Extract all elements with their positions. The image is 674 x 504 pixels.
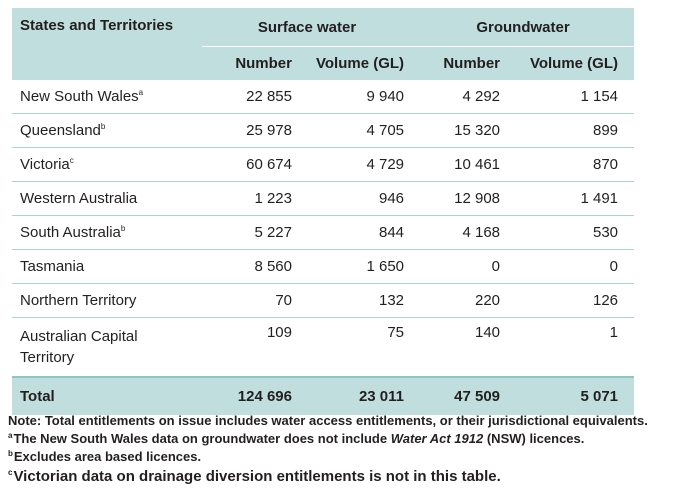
table-notes: Note: Total entitlements on issue includ… — [8, 412, 668, 486]
sw-number: 60 674 — [202, 147, 308, 182]
footnote-mark: b — [120, 224, 126, 233]
act-title: Water Act 1912 — [390, 431, 484, 446]
sw-volume: 1 650 — [308, 249, 421, 284]
table-row: Northern Territory 70 132 220 126 — [12, 283, 635, 318]
gw-volume: 1 154 — [516, 80, 635, 114]
table-row: Western Australia 1 223 946 12 908 1 491 — [12, 181, 635, 216]
state-name: Northern Territory — [12, 283, 202, 318]
footnote-mark: b — [100, 122, 106, 131]
entitlements-table: States and Territories Surface water Gro… — [12, 8, 635, 415]
gw-number: 4 168 — [420, 215, 517, 250]
total-sw-volume: 23 011 — [308, 376, 421, 415]
table-row: Australian Capital Territory 109 75 140 … — [12, 317, 635, 378]
gw-number: 10 461 — [420, 147, 517, 182]
total-label: Total — [12, 376, 202, 415]
header-row-columns: Number Volume (GL) Number Volume (GL) — [12, 46, 635, 80]
table-row: Tasmania 8 560 1 650 0 0 — [12, 249, 635, 284]
gw-volume: 899 — [516, 113, 635, 148]
sw-volume: 844 — [308, 215, 421, 250]
total-gw-number: 47 509 — [420, 376, 517, 415]
sw-number: 109 — [202, 317, 308, 378]
header-groundwater: Groundwater — [420, 8, 635, 47]
sw-number: 22 855 — [202, 80, 308, 114]
state-name: New South Walesa — [12, 80, 202, 114]
header-sw-number: Number — [202, 46, 308, 80]
gw-number: 0 — [420, 249, 517, 284]
total-row: Total 124 696 23 011 47 509 5 071 — [12, 376, 635, 415]
state-name: Western Australia — [12, 181, 202, 216]
state-name: Victoriac — [12, 147, 202, 182]
total-sw-number: 124 696 — [202, 376, 308, 415]
sw-number: 5 227 — [202, 215, 308, 250]
header-sw-volume: Volume (GL) — [308, 46, 421, 80]
total-gw-volume: 5 071 — [516, 376, 635, 415]
header-states: States and Territories — [12, 8, 202, 80]
table-row: New South Walesa 22 855 9 940 4 292 1 15… — [12, 80, 635, 114]
header-row-groups: States and Territories Surface water Gro… — [12, 8, 635, 80]
table-row: Victoriac 60 674 4 729 10 461 870 — [12, 147, 635, 182]
footnote-b: bExcludes area based licences. — [8, 448, 202, 464]
sw-volume: 75 — [308, 317, 421, 378]
footnote-b-mark: b — [8, 448, 13, 458]
footnote-mark: a — [138, 88, 144, 97]
footnote-c: cVictorian data on drainage diversion en… — [8, 468, 501, 485]
entitlements-table-wrapper: States and Territories Surface water Gro… — [12, 8, 635, 415]
header-gw-volume: Volume (GL) — [516, 46, 635, 80]
state-name: Australian Capital Territory — [12, 317, 202, 378]
footnote-mark: c — [69, 156, 74, 165]
gw-number: 12 908 — [420, 181, 517, 216]
gw-volume: 870 — [516, 147, 635, 182]
sw-volume: 4 729 — [308, 147, 421, 182]
gw-volume: 1 491 — [516, 181, 635, 216]
sw-number: 1 223 — [202, 181, 308, 216]
state-name: Queenslandb — [12, 113, 202, 148]
table-row: South Australiab 5 227 844 4 168 530 — [12, 215, 635, 250]
sw-volume: 9 940 — [308, 80, 421, 114]
gw-number: 220 — [420, 283, 517, 318]
state-name: South Australiab — [12, 215, 202, 250]
header-gw-number: Number — [420, 46, 517, 80]
gw-volume: 1 — [516, 317, 635, 378]
gw-volume: 126 — [516, 283, 635, 318]
gw-number: 140 — [420, 317, 517, 378]
state-name: Tasmania — [12, 249, 202, 284]
table-row: Queenslandb 25 978 4 705 15 320 899 — [12, 113, 635, 148]
footnote-a-mark: a — [8, 430, 13, 440]
note-main: Note: Total entitlements on issue includ… — [8, 413, 648, 428]
sw-volume: 4 705 — [308, 113, 421, 148]
footnote-c-mark: c — [8, 468, 13, 477]
sw-volume: 132 — [308, 283, 421, 318]
header-surface-water: Surface water — [202, 8, 421, 47]
footnote-a: aThe New South Wales data on groundwater… — [8, 430, 585, 446]
gw-number: 15 320 — [420, 113, 517, 148]
gw-volume: 530 — [516, 215, 635, 250]
sw-number: 8 560 — [202, 249, 308, 284]
sw-volume: 946 — [308, 181, 421, 216]
sw-number: 25 978 — [202, 113, 308, 148]
gw-number: 4 292 — [420, 80, 517, 114]
gw-volume: 0 — [516, 249, 635, 284]
sw-number: 70 — [202, 283, 308, 318]
